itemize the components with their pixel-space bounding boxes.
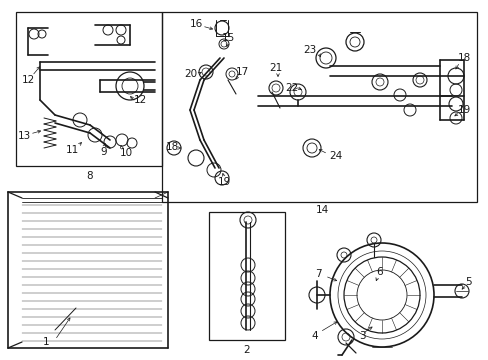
Text: 21: 21 <box>269 63 282 73</box>
Text: 22: 22 <box>285 83 298 93</box>
Bar <box>162 12 476 202</box>
Text: 4: 4 <box>311 331 318 341</box>
Text: 14: 14 <box>315 205 328 215</box>
Text: 7: 7 <box>314 269 321 279</box>
Text: 19: 19 <box>456 105 469 115</box>
Text: 15: 15 <box>221 33 234 43</box>
Bar <box>16 12 162 166</box>
Text: 2: 2 <box>243 345 250 355</box>
Text: 13: 13 <box>18 131 31 141</box>
Text: 12: 12 <box>133 95 146 105</box>
Text: 11: 11 <box>65 145 79 155</box>
Text: 20: 20 <box>184 69 197 79</box>
Text: 19: 19 <box>217 177 230 187</box>
Text: 18: 18 <box>165 142 178 152</box>
Text: 23: 23 <box>303 45 316 55</box>
Text: 18: 18 <box>456 53 469 63</box>
Text: 12: 12 <box>21 75 35 85</box>
Text: 8: 8 <box>86 171 93 181</box>
Bar <box>208 212 285 340</box>
Text: 6: 6 <box>376 267 383 277</box>
Text: 3: 3 <box>358 331 365 341</box>
Text: 9: 9 <box>101 147 107 157</box>
Text: 17: 17 <box>235 67 248 77</box>
Text: 5: 5 <box>465 277 471 287</box>
Text: 16: 16 <box>189 19 202 29</box>
Text: 1: 1 <box>42 337 49 347</box>
Text: 24: 24 <box>329 151 342 161</box>
Text: 10: 10 <box>119 148 132 158</box>
